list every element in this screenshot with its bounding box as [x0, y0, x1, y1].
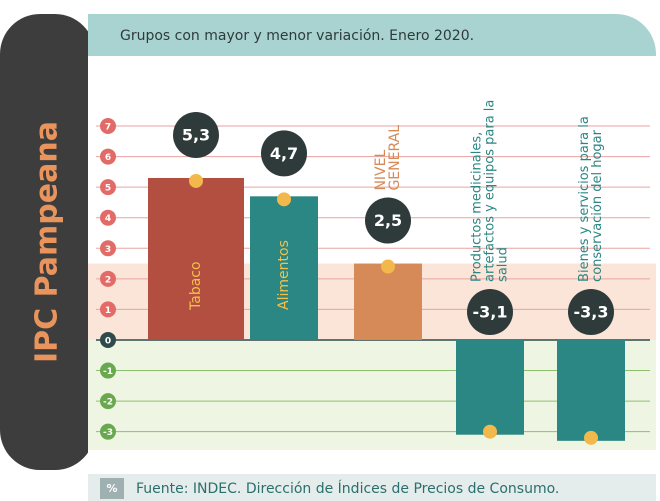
y-tick-label: 4: [105, 214, 111, 224]
unit-label: %: [106, 482, 117, 495]
source: Fuente: INDEC. Dirección de Índices de P…: [136, 480, 559, 497]
bar-end-dot: [277, 192, 291, 206]
y-tick-label: 7: [105, 123, 111, 133]
value-label: 5,3: [182, 125, 210, 144]
chart: Grupos con mayor y menor variación. Ener…: [0, 0, 660, 501]
side-title: IPC Pampeana: [30, 121, 65, 363]
value-label: 2,5: [374, 211, 402, 230]
infographic: Grupos con mayor y menor variación. Ener…: [0, 0, 660, 501]
value-label: 4,7: [270, 144, 298, 163]
y-tick-label: 2: [105, 275, 111, 285]
bar-end-dot: [381, 260, 395, 274]
value-label: -3,3: [574, 302, 609, 321]
y-tick-label: 0: [105, 336, 111, 346]
chart-title: Grupos con mayor y menor variación. Ener…: [120, 28, 474, 44]
bar: [354, 264, 422, 340]
y-tick-label: -1: [103, 367, 113, 377]
bar-end-dot: [483, 425, 497, 439]
y-tick-label: 5: [105, 184, 111, 194]
bar-end-dot: [189, 174, 203, 188]
category-label: Bienes y servicios para la conservación …: [578, 88, 604, 282]
category-label: Productos medicinales, artefactos y equi…: [471, 88, 510, 282]
y-tick-label: 3: [105, 245, 111, 255]
bar: [456, 340, 524, 435]
y-tick-label: 6: [105, 153, 111, 163]
category-label: Tabaco: [188, 261, 204, 311]
bar: [148, 178, 244, 340]
category-label: NIVEL GENERAL: [374, 92, 402, 191]
y-tick-label: -2: [103, 398, 113, 408]
bar-end-dot: [584, 431, 598, 445]
y-tick-label: 1: [105, 306, 111, 316]
y-tick-label: -3: [103, 428, 113, 438]
value-label: -3,1: [473, 302, 508, 321]
bar: [557, 340, 625, 441]
category-label: Alimentos: [276, 240, 292, 310]
